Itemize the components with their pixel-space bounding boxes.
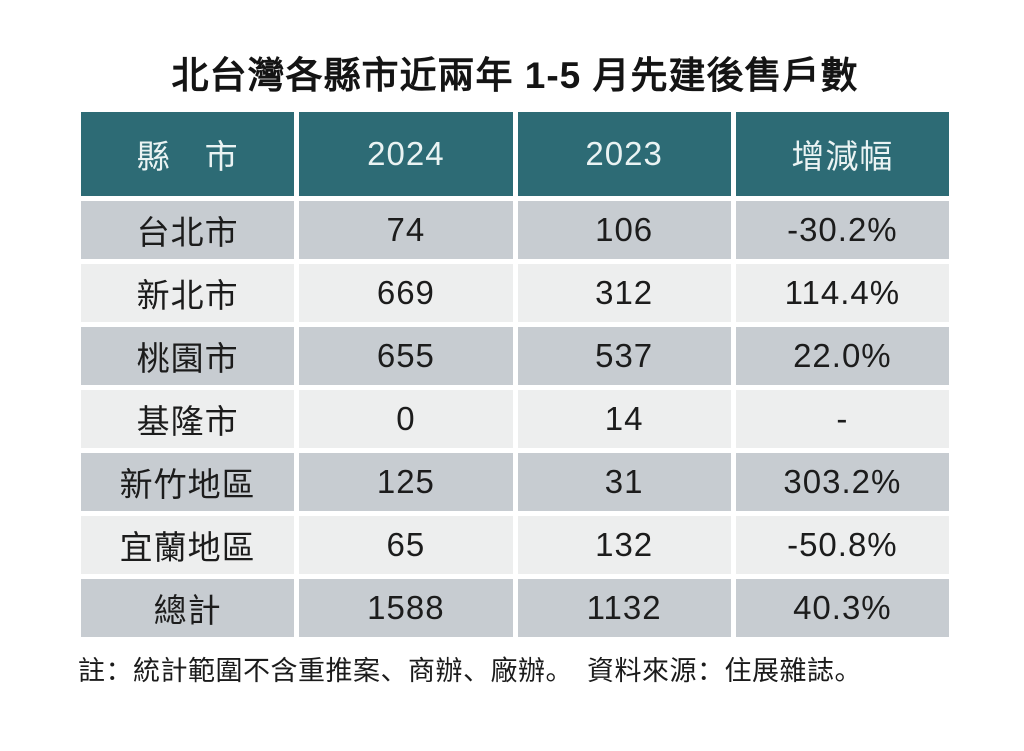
table-row-newtaipei: 新北市 669 312 114.4% <box>81 264 949 323</box>
header-cell-change: 增減幅 <box>735 112 949 197</box>
table-row-taipei: 台北市 74 106 -30.2% <box>81 201 949 260</box>
header-cell-2023: 2023 <box>517 112 731 197</box>
table-row-total: 總計 1588 1132 40.3% <box>81 579 949 638</box>
region-cell: 新竹地區 <box>81 453 295 512</box>
region-cell: 桃園市 <box>81 327 295 386</box>
header-cell-region: 縣 市 <box>81 112 295 197</box>
region-cell: 基隆市 <box>81 390 295 449</box>
change-cell: 303.2% <box>735 453 949 512</box>
infographic-container: 北台灣各縣市近兩年 1-5 月先建後售戶數 縣 市 2024 2023 增減幅 … <box>76 0 954 688</box>
change-cell: 22.0% <box>735 327 949 386</box>
value-2024-cell: 0 <box>299 390 513 449</box>
change-cell: -50.8% <box>735 516 949 575</box>
change-cell: -30.2% <box>735 201 949 260</box>
region-cell: 台北市 <box>81 201 295 260</box>
region-cell: 宜蘭地區 <box>81 516 295 575</box>
table-row-hsinchu: 新竹地區 125 31 303.2% <box>81 453 949 512</box>
table-header: 縣 市 2024 2023 增減幅 <box>81 112 949 197</box>
table-body: 台北市 74 106 -30.2% 新北市 669 312 114.4% 桃園市… <box>81 201 949 638</box>
table-row-keelung: 基隆市 0 14 - <box>81 390 949 449</box>
table-row-yilan: 宜蘭地區 65 132 -50.8% <box>81 516 949 575</box>
value-2023-cell: 132 <box>517 516 731 575</box>
footnote: 註：統計範圍不含重推案、商辦、廠辦。 資料來源：住展雜誌。 <box>78 656 862 687</box>
value-2023-cell: 14 <box>517 390 731 449</box>
change-cell: 114.4% <box>735 264 949 323</box>
value-2024-cell: 669 <box>299 264 513 323</box>
value-2023-cell: 106 <box>517 201 731 260</box>
value-2024-cell: 655 <box>299 327 513 386</box>
region-comparison-table: 縣 市 2024 2023 增減幅 台北市 74 106 -30.2% 新北市 … <box>76 107 954 642</box>
value-2023-cell: 537 <box>517 327 731 386</box>
table-row-taoyuan: 桃園市 655 537 22.0% <box>81 327 949 386</box>
page-title: 北台灣各縣市近兩年 1-5 月先建後售戶數 <box>171 55 859 96</box>
region-cell: 新北市 <box>81 264 295 323</box>
value-2024-cell: 65 <box>299 516 513 575</box>
value-2024-cell: 74 <box>299 201 513 260</box>
change-cell: 40.3% <box>735 579 949 638</box>
value-2023-cell: 1132 <box>517 579 731 638</box>
header-row: 縣 市 2024 2023 增減幅 <box>81 112 949 197</box>
value-2023-cell: 312 <box>517 264 731 323</box>
header-cell-2024: 2024 <box>299 112 513 197</box>
region-cell: 總計 <box>81 579 295 638</box>
value-2024-cell: 125 <box>299 453 513 512</box>
value-2023-cell: 31 <box>517 453 731 512</box>
value-2024-cell: 1588 <box>299 579 513 638</box>
change-cell: - <box>735 390 949 449</box>
